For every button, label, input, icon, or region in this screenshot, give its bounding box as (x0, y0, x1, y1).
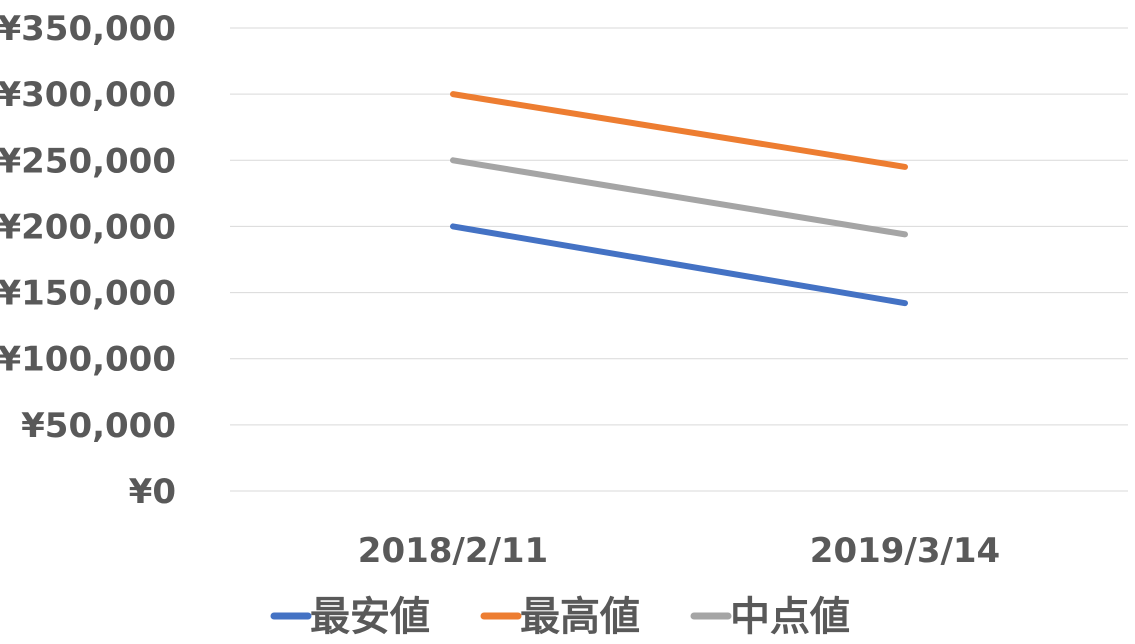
legend-label: 最安値 (310, 594, 430, 640)
series-line-1 (450, 223, 908, 307)
legend-label: 最高値 (520, 594, 640, 640)
series-line-3 (450, 157, 908, 238)
series-lines (450, 91, 908, 307)
legend-label: 中点値 (730, 594, 850, 640)
y-tick-label: ¥300,000 (0, 75, 176, 115)
y-tick-label: ¥250,000 (0, 141, 176, 181)
x-tick-label: 2018/2/11 (358, 531, 548, 571)
series-line-2 (450, 91, 908, 170)
y-tick-label: ¥200,000 (0, 207, 176, 247)
y-tick-label: ¥100,000 (0, 340, 176, 380)
y-tick-label: ¥350,000 (0, 9, 176, 49)
legend: 最安値 最高値 中点値 (270, 594, 850, 640)
y-axis-tick-labels: ¥0 ¥50,000 ¥100,000 ¥150,000 ¥200,000 ¥250,00… (0, 9, 176, 512)
gridlines (230, 27, 1128, 492)
x-tick-label: 2019/3/14 (810, 531, 1000, 571)
y-tick-label: ¥0 (129, 472, 176, 512)
y-tick-label: ¥150,000 (0, 274, 176, 314)
y-tick-label: ¥50,000 (21, 406, 176, 446)
x-axis-tick-labels: 2018/2/11 2019/3/14 (358, 531, 1000, 571)
